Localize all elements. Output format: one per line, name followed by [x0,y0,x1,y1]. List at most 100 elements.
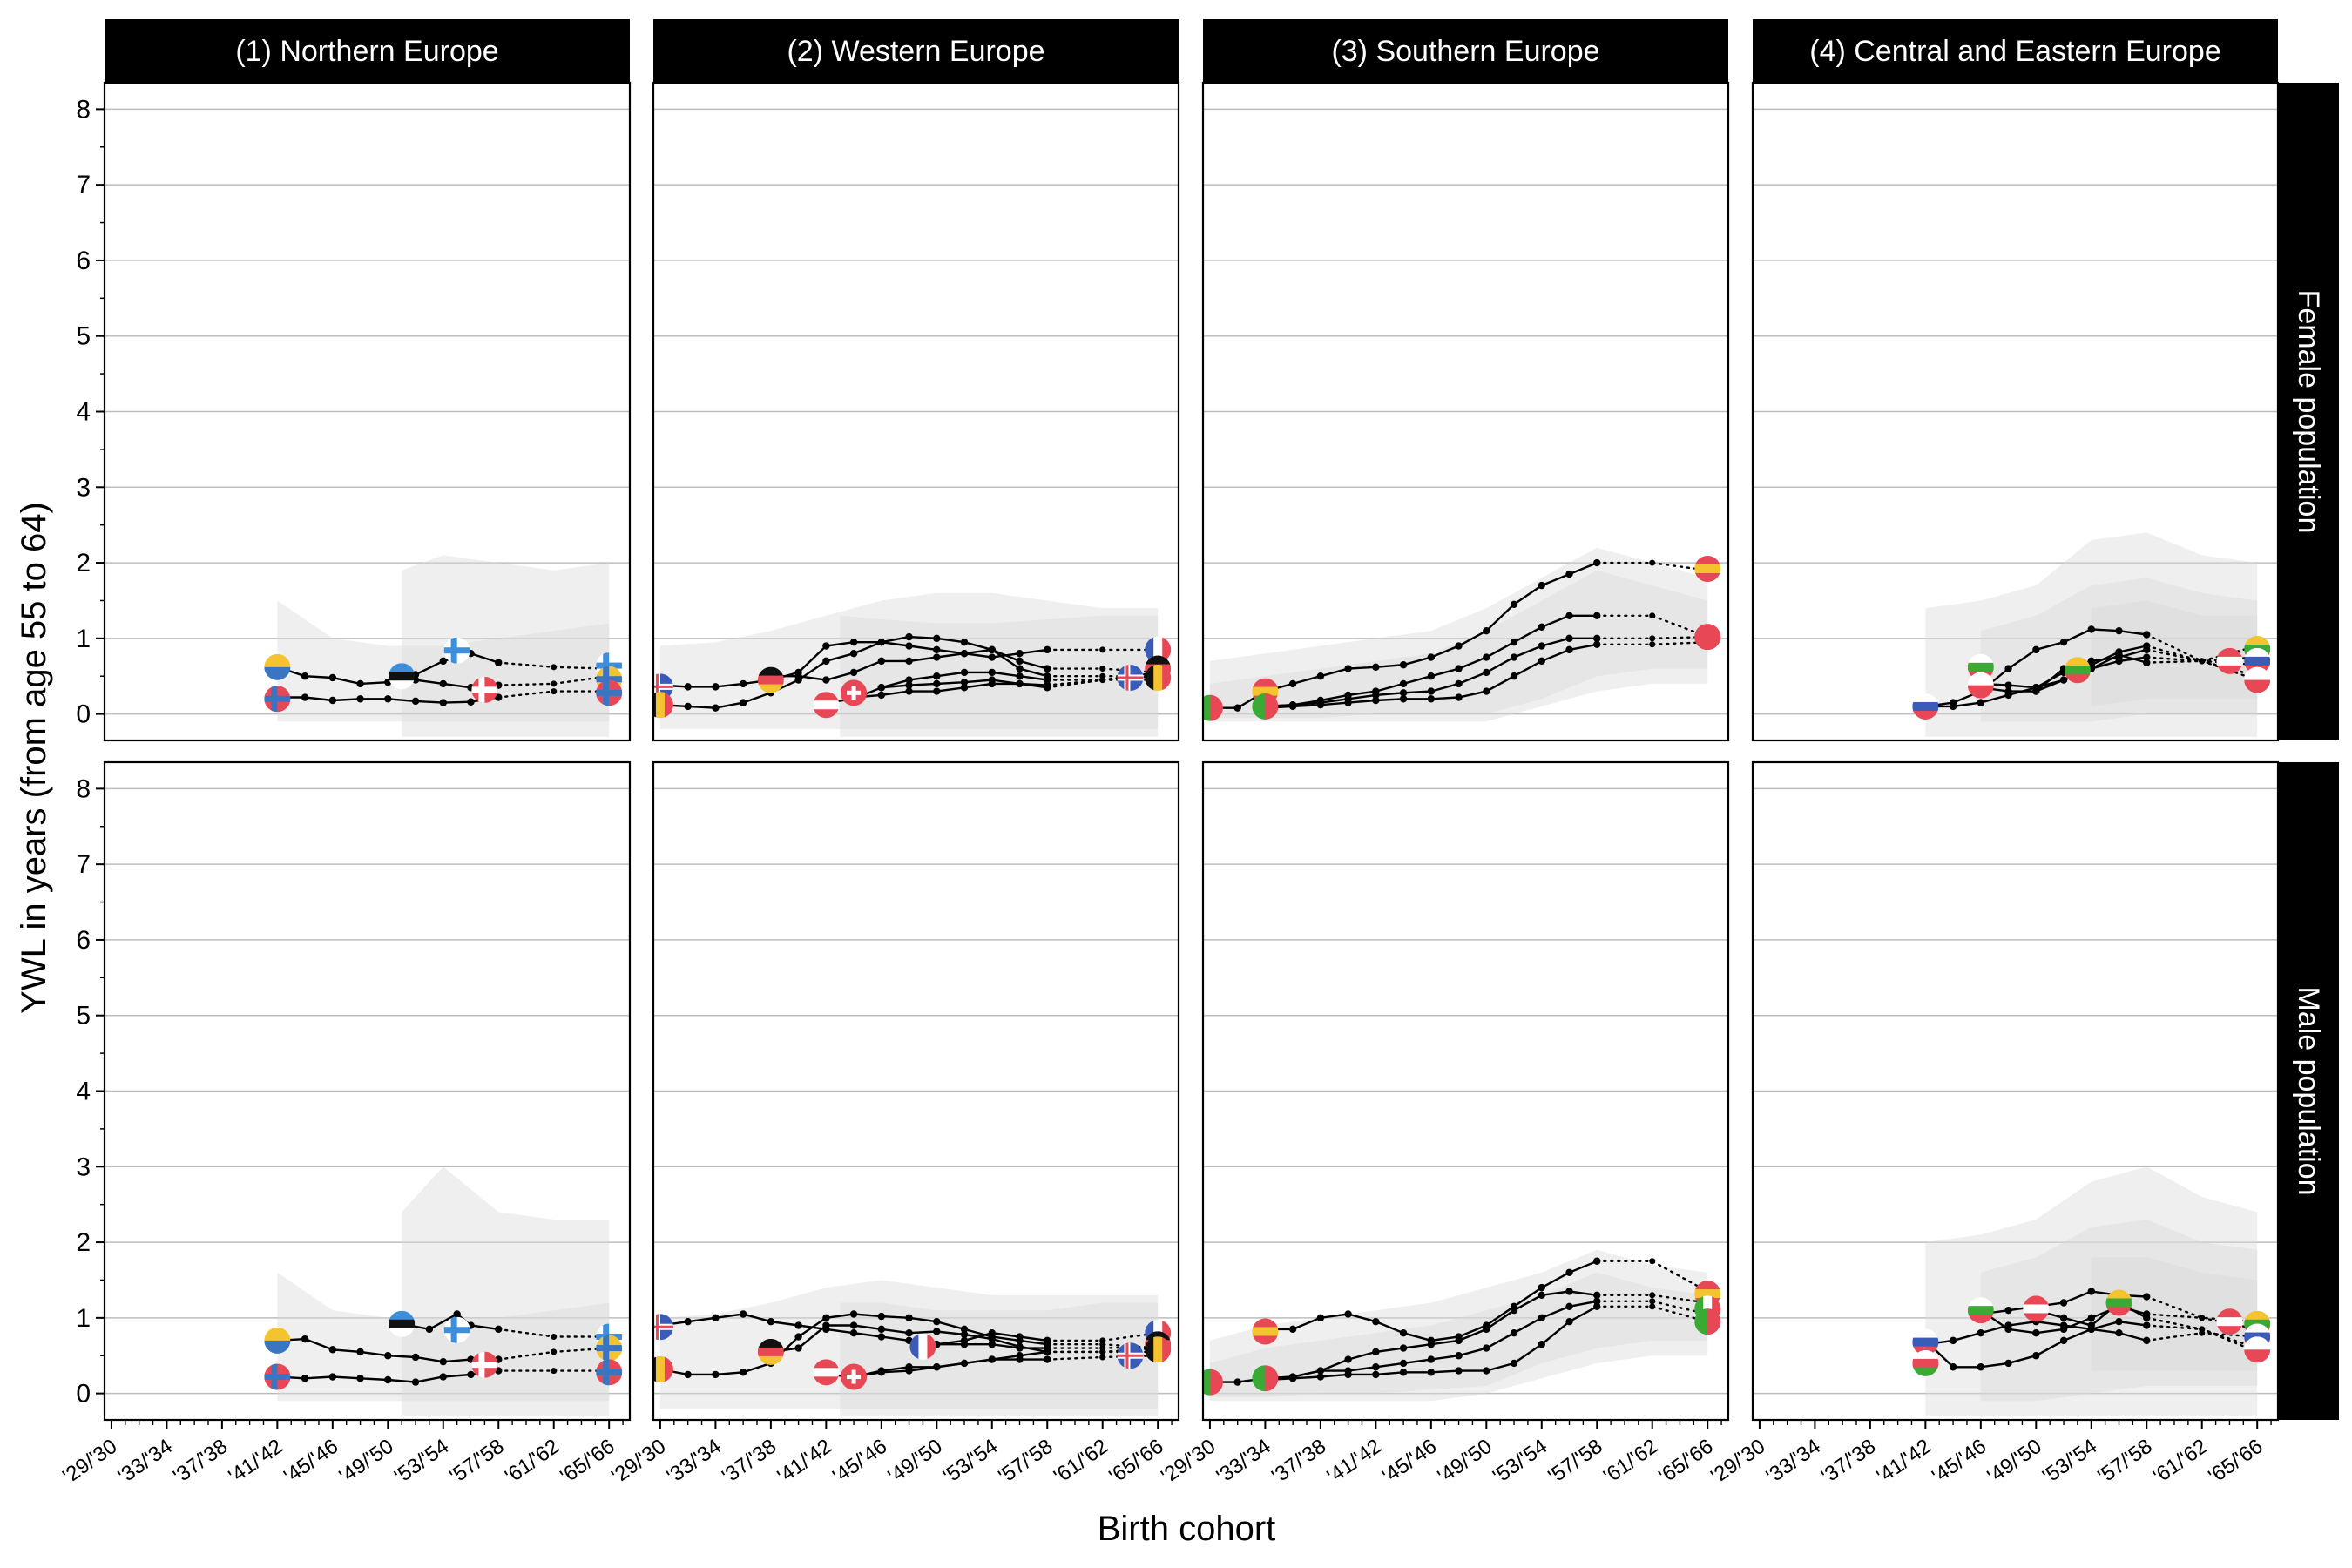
data-point [1977,1329,1985,1337]
data-point [2059,1336,2068,1345]
data-point [1427,1369,1436,1376]
column-strip-bg [1753,19,2278,82]
projection-point [2199,1326,2206,1333]
data-point [1288,679,1297,688]
data-point [960,668,969,677]
y-tick-label: 7 [76,171,91,199]
data-point [1565,612,1573,620]
data-point [1510,638,1518,646]
data-point [2032,687,2040,695]
x-tick-label: '61/'62 [2149,1435,2212,1489]
data-point [1565,1268,1573,1276]
data-point [1427,653,1436,661]
data-point [2032,1329,2040,1337]
data-point [1455,679,1463,688]
column-strip-label: (4) Central and Eastern Europe [1809,35,2220,68]
data-point [905,676,913,684]
data-point [2004,1306,2012,1315]
data-point [356,695,364,703]
data-point [356,1375,364,1382]
data-point [933,1328,941,1335]
country-flag-icon [2023,1295,2050,1322]
data-point [822,657,830,666]
data-point [684,1317,692,1326]
data-point [822,1314,830,1322]
projection-point [1649,612,1656,619]
panel-male-population-1-northern-europe: 0 1 2 3 4 5 6 7 8 '29/'30'33/'34'37/'38'41/'42'45… [58,760,632,1489]
data-point [2059,1314,2068,1322]
data-point [425,1325,434,1334]
data-point [905,1363,913,1371]
x-tick-label: '37/'38 [718,1435,781,1489]
data-point [2087,1288,2095,1295]
country-flag-icon [1967,672,1994,699]
data-point [2004,681,2012,689]
data-point [301,693,309,701]
data-point [1565,1302,1573,1311]
data-point [933,645,941,654]
data-point [739,1369,747,1376]
projection-point [1649,1292,1656,1299]
data-point [1399,695,1408,703]
panel-female-population-2-western-europe [652,81,1180,742]
data-point [301,1375,309,1382]
data-point [1344,1370,1352,1379]
data-point [328,673,337,682]
panel-frame [1751,760,2280,1422]
x-tick-label: '65/'66 [2204,1435,2267,1489]
projection-point [551,664,558,671]
data-point [1565,570,1573,578]
projection-point [1649,1303,1656,1310]
country-flag-icon [471,676,498,703]
data-point [384,695,392,703]
x-tick-label: '53/'54 [939,1435,1002,1489]
data-point [1016,1344,1024,1352]
country-flag-icon [264,1363,291,1390]
country-flag-icon [841,1363,868,1390]
y-tick-label: 0 [76,1380,91,1409]
panel-frame [652,81,1180,742]
data-point [988,645,996,654]
data-point [739,699,747,706]
uncertainty-band [659,1280,1159,1409]
data-point [1316,1314,1325,1322]
projection-point [551,1368,558,1375]
country-flag-icon [389,1310,416,1337]
data-point [877,657,886,666]
country-flag-icon [596,1359,623,1386]
data-point [2115,1317,2123,1326]
country-flag-icon [1117,664,1144,691]
projection-line [2146,633,2259,663]
data-point [1538,657,1545,666]
country-flag-icon [1145,664,1172,691]
data-point [960,1325,969,1334]
data-point [1455,693,1463,701]
data-point [1372,1370,1380,1379]
row-strip-bg [2278,762,2339,1420]
x-tick-label: '29/'30 [1707,1435,1769,1489]
uncertainty-band [402,1166,610,1416]
data-point [1538,642,1545,650]
projection-point [1099,1354,1106,1361]
y-tick-label: 5 [76,1002,91,1031]
data-point [411,697,420,706]
y-tick-label: 5 [76,322,91,351]
data-point [767,1317,775,1326]
uncertainty-band [1209,547,1708,722]
data-point [1399,689,1408,697]
panel-female-population-1-northern-europe: 0 1 2 3 4 5 6 7 8 [76,81,632,742]
data-point [739,1310,747,1318]
projection-point [1649,1298,1656,1305]
x-tick-label: '49/'50 [1984,1435,2046,1489]
country-flag-icon [757,1338,784,1365]
data-point [877,1325,886,1334]
data-point [1565,1317,1573,1326]
data-point [849,638,858,646]
column-strip-bg [105,19,630,82]
panel-frame [652,760,1180,1422]
country-flag-icon [1912,693,1939,720]
data-point [2115,653,2123,661]
data-point [467,1370,475,1379]
x-tick-label: '57/'58 [994,1435,1057,1489]
data-point [960,684,969,692]
